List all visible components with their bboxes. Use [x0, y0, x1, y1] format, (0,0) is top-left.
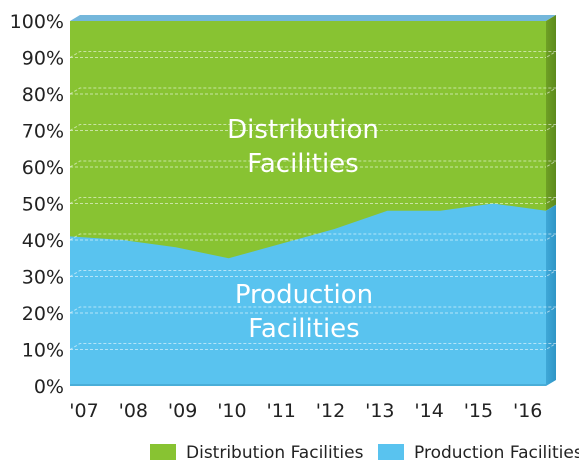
gridline [69, 160, 558, 168]
production-area-label-line-1: Production [235, 280, 373, 310]
distribution-area-label-line-1: Distribution [227, 115, 379, 145]
gridline [69, 306, 558, 314]
gridline [69, 343, 558, 350]
gridlines [69, 51, 558, 350]
x-axis: '07 '08 '09 '10 '11 '12 '13 '14 '15 '16 [69, 400, 542, 422]
y-tick-label: 0% [34, 376, 64, 398]
legend: Distribution Facilities Production Facil… [150, 443, 579, 461]
legend-swatch-production [378, 444, 404, 460]
y-tick-label: 60% [22, 157, 64, 179]
x-tick-label: '13 [365, 400, 394, 422]
y-tick-label: 10% [22, 340, 64, 362]
legend-item-distribution: Distribution Facilities [150, 443, 364, 461]
production-facilities-area [70, 203, 546, 386]
gridline [69, 51, 558, 58]
x-tick-label: '11 [266, 400, 295, 422]
y-axis: 0% 10% 20% 30% 40% 50% 60% 70% 80% 90% 100% [10, 11, 64, 398]
y-tick-label: 50% [22, 194, 64, 216]
x-tick-label: '15 [464, 400, 493, 422]
legend-swatch-distribution [150, 444, 176, 460]
y-tick-label: 80% [22, 84, 64, 106]
gridline [69, 87, 558, 95]
production-side-face [546, 204, 556, 386]
y-tick-label: 20% [22, 303, 64, 325]
gridline [69, 233, 558, 241]
x-tick-label: '10 [217, 400, 246, 422]
plot-floor [70, 384, 546, 386]
legend-item-production: Production Facilities [378, 443, 579, 461]
y-tick-label: 40% [22, 230, 64, 252]
production-area-label-line-2: Facilities [248, 314, 359, 344]
legend-label-distribution: Distribution Facilities [186, 443, 364, 461]
x-tick-label: '16 [513, 400, 542, 422]
y-tick-label: 70% [22, 121, 64, 143]
legend-label-production: Production Facilities [414, 443, 579, 461]
gridline [69, 270, 558, 277]
x-tick-label: '12 [316, 400, 345, 422]
gridline [69, 197, 558, 204]
x-tick-label: '07 [69, 400, 98, 422]
plot-top-face [70, 15, 556, 21]
x-tick-label: '09 [168, 400, 197, 422]
y-tick-label: 100% [10, 11, 64, 33]
x-tick-label: '08 [119, 400, 148, 422]
distribution-area-label-line-2: Facilities [247, 149, 358, 179]
y-tick-label: 90% [22, 48, 64, 70]
x-tick-label: '14 [414, 400, 443, 422]
distribution-side-face [546, 15, 556, 211]
plot-area [69, 15, 558, 386]
gridline [69, 124, 558, 131]
y-tick-label: 30% [22, 267, 64, 289]
